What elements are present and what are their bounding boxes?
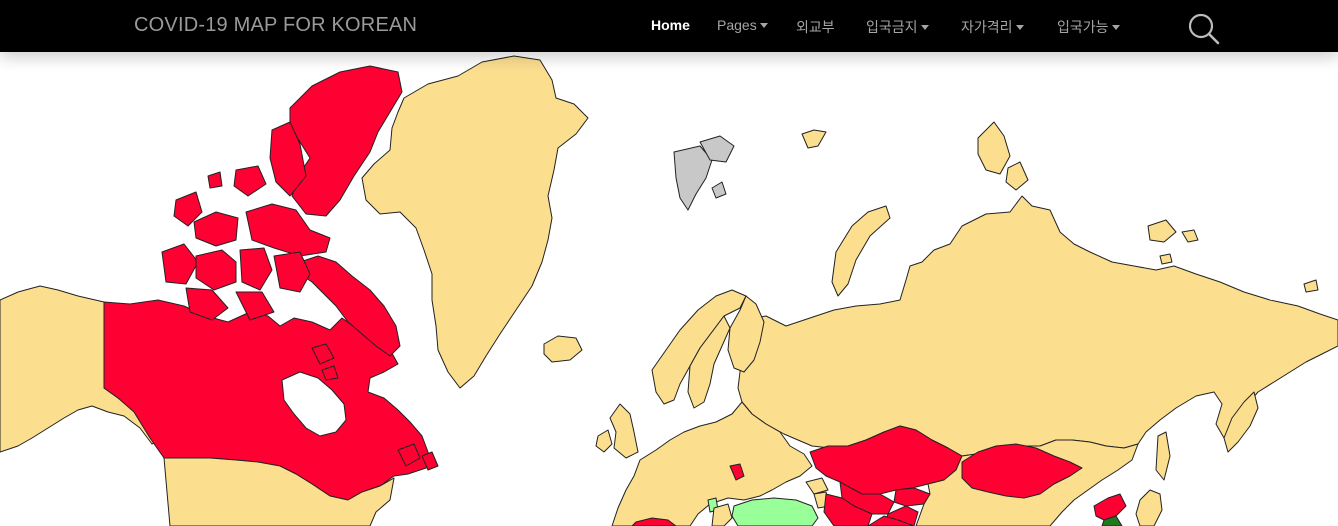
country-canada-baffin[interactable] [299, 255, 401, 357]
country-canada-island[interactable] [193, 211, 239, 247]
country-canada-island[interactable] [173, 191, 203, 227]
hudson-bay [281, 371, 347, 437]
nav-pages[interactable]: Pages [717, 17, 768, 33]
chevron-down-icon [1111, 25, 1120, 30]
brand-title[interactable]: COVID-19 MAP FOR KOREAN [134, 14, 418, 36]
country-greece[interactable] [711, 503, 733, 526]
country-russia-kamchatka[interactable] [1223, 391, 1259, 453]
country-svalbard[interactable] [699, 135, 735, 163]
country-canada-island[interactable] [239, 247, 273, 291]
country-iceland[interactable] [543, 335, 583, 363]
country-canada-island[interactable] [235, 291, 275, 321]
country-finland[interactable] [727, 295, 765, 373]
country-canada-island[interactable] [195, 249, 237, 291]
nav-home-label: Home [651, 17, 690, 33]
country-canada-island[interactable] [245, 203, 331, 257]
country-usa-alaska[interactable] [0, 285, 161, 453]
chevron-down-icon [759, 23, 768, 28]
country-japan[interactable] [1135, 489, 1163, 526]
nav-entry-allowed[interactable]: 입국가능 [1057, 17, 1120, 37]
country-russia-island[interactable] [1159, 253, 1173, 265]
country-canada-ellesmere[interactable] [289, 65, 403, 217]
nav-self-quarantine-label: 자가격리 [961, 19, 1013, 35]
country-usa[interactable] [163, 457, 395, 526]
country-canada-island[interactable] [269, 121, 307, 197]
country-canada-island[interactable] [421, 451, 439, 471]
nav-entry-ban[interactable]: 입국금지 [866, 17, 929, 37]
country-turkey[interactable] [731, 497, 819, 526]
country-north-korea[interactable] [1093, 493, 1127, 521]
country-canada-island[interactable] [161, 243, 199, 285]
country-sweden[interactable] [687, 315, 731, 409]
chevron-down-icon [1015, 25, 1024, 30]
country-mongolia[interactable] [961, 443, 1083, 499]
country-georgia[interactable] [805, 477, 829, 495]
nav-mofa-label: 외교부 [796, 19, 835, 35]
nav-entry-allowed-label: 입국가능 [1057, 19, 1109, 35]
country-canada-island[interactable] [233, 165, 267, 197]
chevron-down-icon [920, 25, 929, 30]
country-canada-island[interactable] [321, 365, 339, 381]
country-russia-island[interactable] [1005, 161, 1029, 191]
country-russia-island[interactable] [801, 129, 827, 149]
country-svalbard[interactable] [711, 181, 727, 199]
nav-entry-ban-label: 입국금지 [866, 19, 918, 35]
country-canada-island[interactable] [273, 251, 311, 293]
country-russia-severnaya[interactable] [977, 121, 1011, 175]
country-russia-island[interactable] [1303, 279, 1319, 293]
country-moldova[interactable] [729, 463, 745, 481]
world-map [0, 55, 1338, 526]
country-russia-novaya[interactable] [831, 205, 891, 297]
country-svalbard[interactable] [673, 145, 713, 211]
country-russia-island[interactable] [1147, 219, 1177, 243]
country-ireland[interactable] [595, 429, 613, 453]
country-uk[interactable] [609, 403, 639, 459]
nav-self-quarantine[interactable]: 자가격리 [961, 17, 1024, 37]
country-canada-newfoundland[interactable] [397, 443, 421, 467]
country-south-korea[interactable] [1101, 515, 1123, 526]
nav-mofa[interactable]: 외교부 [796, 17, 835, 37]
nav-home[interactable]: Home [651, 17, 690, 33]
country-russia-island[interactable] [1181, 229, 1199, 243]
country-africa[interactable] [631, 517, 677, 526]
country-turkmenistan[interactable] [823, 493, 873, 526]
country-russia-sakhalin[interactable] [1155, 431, 1171, 481]
country-afghanistan[interactable] [867, 515, 915, 526]
search-icon[interactable] [1187, 12, 1221, 46]
country-canada-island[interactable] [207, 171, 223, 189]
country-europe[interactable] [611, 401, 813, 526]
nav-pages-label: Pages [717, 17, 757, 33]
country-greenland[interactable] [361, 55, 589, 389]
country-canada-island[interactable] [311, 343, 335, 365]
country-canada-island[interactable] [185, 287, 229, 321]
top-navbar: COVID-19 MAP FOR KOREAN Home Pages 외교부 입… [0, 0, 1338, 52]
